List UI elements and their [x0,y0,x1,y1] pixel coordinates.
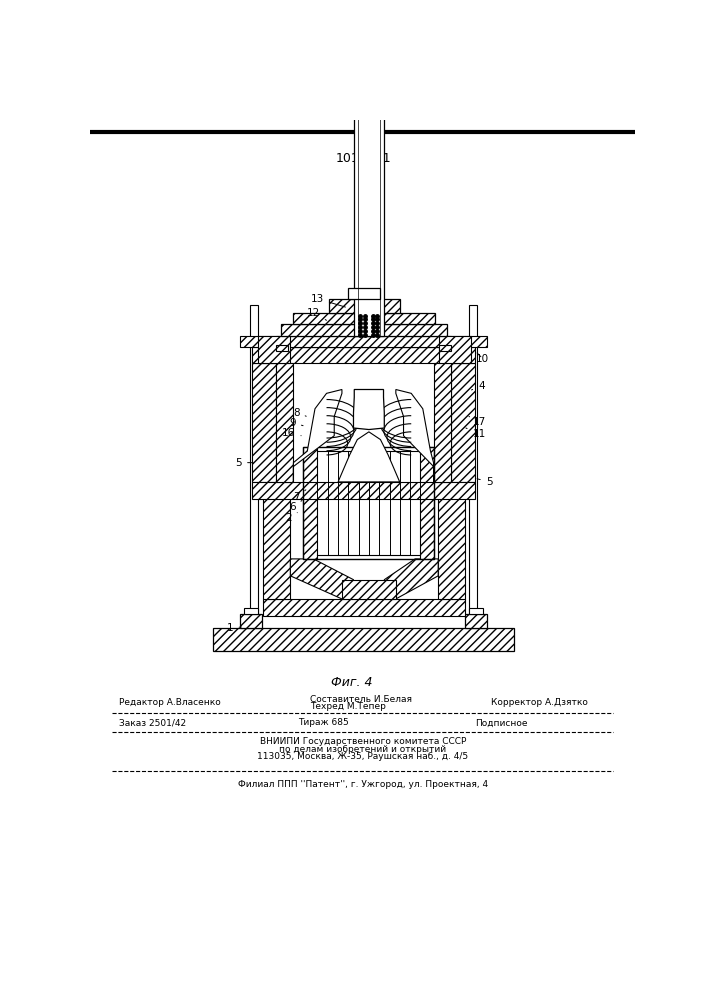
Polygon shape [385,559,438,599]
Bar [240,614,262,628]
Text: Редактор А.Власенко: Редактор А.Власенко [119,698,221,707]
Text: 5: 5 [235,458,253,468]
Text: 8: 8 [293,408,306,418]
Text: 9: 9 [289,418,303,428]
Bar [469,305,477,628]
Text: ВНИИПИ Государственного комитета СССР: ВНИИПИ Государственного комитета СССР [259,737,466,746]
Bar [439,345,450,351]
Polygon shape [338,432,399,482]
Bar [214,628,514,651]
Bar [264,599,465,616]
Bar [258,336,291,363]
Bar [250,305,258,628]
Bar [303,447,434,559]
Bar [421,447,434,559]
Text: Тираж 685: Тираж 685 [298,718,349,727]
Bar [244,608,258,614]
Bar [281,324,447,336]
Text: Заказ 2501/42: Заказ 2501/42 [119,718,187,727]
Polygon shape [354,389,385,430]
Bar [354,90,383,336]
Text: 13: 13 [310,294,346,307]
Text: Фиг. 4: Фиг. 4 [331,676,373,689]
Bar [438,482,465,599]
Text: 113035, Москва, Ж-35, Раушская наб., д. 4/5: 113035, Москва, Ж-35, Раушская наб., д. … [257,752,468,761]
Polygon shape [291,559,354,599]
Bar [240,336,486,347]
Bar [276,336,450,347]
Bar [433,363,450,482]
Text: Подписное: Подписное [475,718,527,727]
Bar [276,345,288,351]
Text: 1010701: 1010701 [336,152,391,165]
Text: 2: 2 [286,513,297,523]
Bar [252,363,276,482]
Bar [348,288,380,299]
Text: 5: 5 [477,477,492,487]
Bar [329,299,399,313]
Text: 7: 7 [293,490,306,502]
Text: Корректор А.Дзятко: Корректор А.Дзятко [491,698,588,707]
Text: Составитель И.Белая: Составитель И.Белая [310,695,411,704]
Bar [252,482,475,499]
Text: Техред М.Тепер: Техред М.Тепер [310,702,385,711]
Bar [252,347,475,363]
Text: по делам изобретений и открытий: по делам изобретений и открытий [279,745,446,754]
Bar [264,482,291,599]
Bar [469,608,483,614]
Polygon shape [293,389,342,482]
Text: Филиал ППП ''Патент'', г. Ужгород, ул. Проектная, 4: Филиал ППП ''Патент'', г. Ужгород, ул. П… [238,780,488,789]
Text: 12: 12 [307,308,327,320]
Polygon shape [396,389,433,482]
Text: 10: 10 [477,353,489,364]
Bar [293,313,435,324]
Text: 16: 16 [282,428,301,438]
Bar [465,614,486,628]
Text: 11: 11 [466,428,486,439]
Bar [342,580,396,599]
Bar [276,363,293,482]
Text: 17: 17 [469,416,486,427]
Bar [439,336,472,363]
Bar [450,363,475,482]
Text: 4: 4 [472,381,484,391]
Text: 1: 1 [227,623,241,633]
Text: 6: 6 [289,500,302,512]
Bar [303,447,317,559]
